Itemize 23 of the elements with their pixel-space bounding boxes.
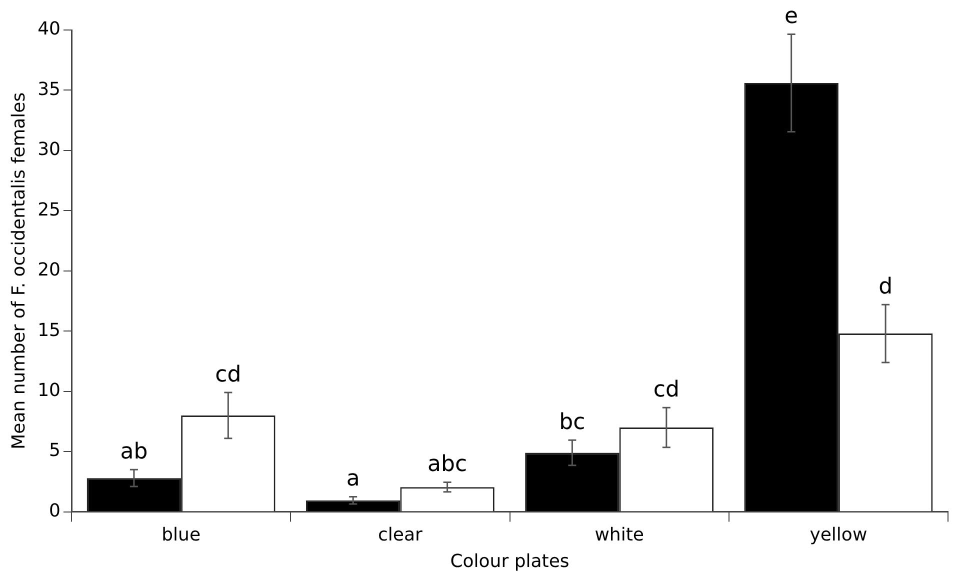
- y-tick-label: 40: [38, 18, 61, 40]
- data-label: ab: [120, 439, 148, 464]
- x-tick-label: blue: [162, 524, 201, 546]
- y-tick-label: 15: [38, 320, 61, 341]
- x-tick-label: clear: [378, 524, 423, 546]
- y-tick-label: 0: [49, 500, 61, 522]
- data-label: e: [784, 4, 798, 29]
- data-label: cd: [653, 377, 680, 402]
- y-tick-label: 5: [49, 440, 61, 462]
- data-label: bc: [559, 410, 586, 435]
- y-tick-label: 25: [38, 199, 61, 220]
- x-tick-label: yellow: [810, 524, 868, 546]
- data-label: cd: [215, 362, 242, 388]
- data-label: a: [346, 466, 360, 492]
- y-axis-title: Mean number of F. occidentalis females: [8, 92, 30, 450]
- x-tick-label: white: [594, 524, 644, 546]
- data-label: abc: [428, 452, 468, 478]
- y-tick-label: 20: [38, 260, 61, 281]
- y-tick-label: 30: [38, 139, 61, 160]
- y-tick-label: 10: [38, 380, 61, 402]
- x-axis-title: Colour plates: [450, 550, 570, 572]
- data-label: d: [878, 274, 893, 300]
- y-tick-label: 35: [38, 78, 61, 100]
